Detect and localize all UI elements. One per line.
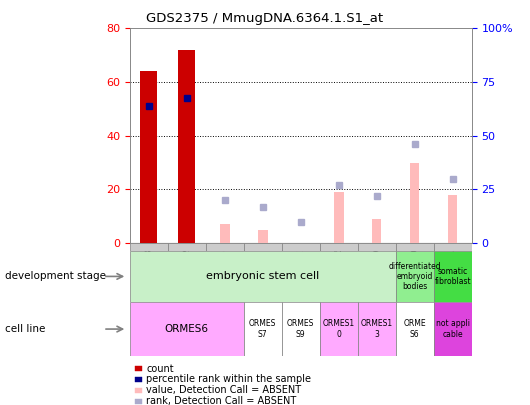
FancyBboxPatch shape — [358, 243, 396, 251]
Text: somatic
fibroblast: somatic fibroblast — [435, 267, 471, 286]
FancyBboxPatch shape — [282, 243, 320, 251]
FancyBboxPatch shape — [434, 302, 472, 356]
FancyBboxPatch shape — [434, 243, 472, 251]
FancyBboxPatch shape — [320, 243, 358, 251]
Text: count: count — [146, 364, 174, 373]
Bar — [140, 71, 157, 243]
FancyBboxPatch shape — [244, 302, 282, 356]
FancyBboxPatch shape — [358, 302, 396, 356]
FancyBboxPatch shape — [130, 251, 396, 302]
FancyBboxPatch shape — [320, 302, 358, 356]
FancyBboxPatch shape — [130, 302, 244, 356]
FancyBboxPatch shape — [396, 251, 434, 302]
Text: ORME
S6: ORME S6 — [403, 320, 426, 339]
FancyBboxPatch shape — [396, 302, 434, 356]
Bar — [334, 192, 343, 243]
Text: ORMES
S7: ORMES S7 — [249, 320, 277, 339]
Text: ORMES1
3: ORMES1 3 — [361, 320, 393, 339]
Bar — [410, 162, 419, 243]
Text: embryonic stem cell: embryonic stem cell — [206, 271, 320, 281]
Text: not appli
cable: not appli cable — [436, 320, 470, 339]
Text: ORMES6: ORMES6 — [165, 324, 209, 334]
FancyBboxPatch shape — [434, 251, 472, 302]
Text: rank, Detection Call = ABSENT: rank, Detection Call = ABSENT — [146, 396, 296, 405]
Text: development stage: development stage — [5, 271, 107, 281]
FancyBboxPatch shape — [282, 302, 320, 356]
FancyBboxPatch shape — [130, 243, 168, 251]
Bar — [258, 230, 268, 243]
Text: GDS2375 / MmugDNA.6364.1.S1_at: GDS2375 / MmugDNA.6364.1.S1_at — [146, 12, 384, 25]
Bar — [178, 50, 196, 243]
FancyBboxPatch shape — [396, 243, 434, 251]
Bar — [372, 219, 382, 243]
Text: ORMES
S9: ORMES S9 — [287, 320, 314, 339]
Text: value, Detection Call = ABSENT: value, Detection Call = ABSENT — [146, 386, 302, 395]
FancyBboxPatch shape — [244, 243, 282, 251]
Text: percentile rank within the sample: percentile rank within the sample — [146, 375, 311, 384]
Text: cell line: cell line — [5, 324, 46, 334]
Text: ORMES1
0: ORMES1 0 — [323, 320, 355, 339]
Bar — [448, 195, 457, 243]
FancyBboxPatch shape — [168, 243, 206, 251]
FancyBboxPatch shape — [206, 243, 244, 251]
Text: differentiated
embryoid
bodies: differentiated embryoid bodies — [388, 262, 441, 291]
Bar — [220, 224, 229, 243]
